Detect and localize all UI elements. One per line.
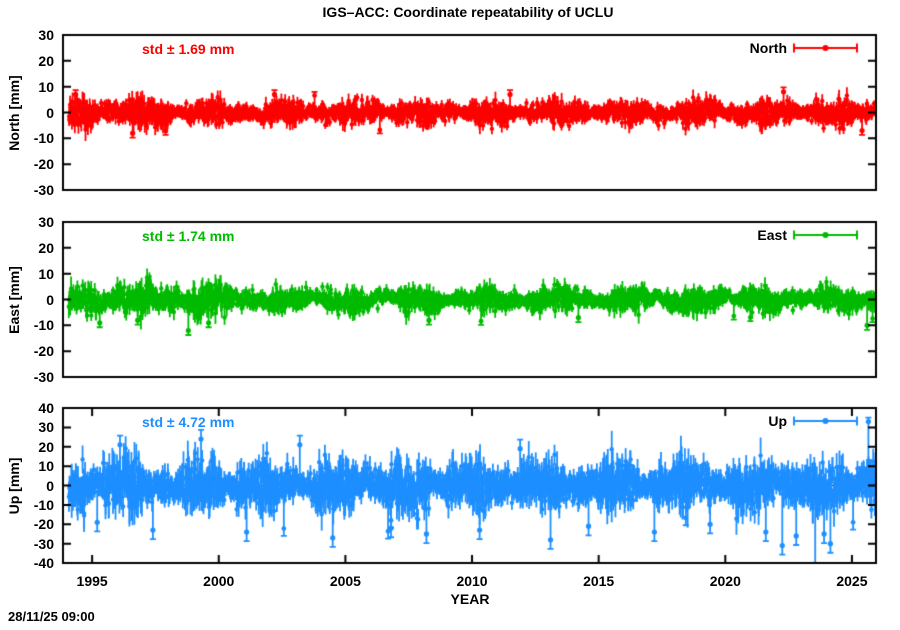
y-tick-label: 30 <box>38 419 54 436</box>
y-tick-label: 0 <box>46 291 54 308</box>
std-annotation-north: std ± 1.69 mm <box>142 41 235 57</box>
x-tick-label: 2025 <box>836 573 868 589</box>
y-tick-label: -10 <box>33 496 54 513</box>
y-tick-label: 10 <box>38 458 54 475</box>
y-tick-label: 10 <box>38 78 54 95</box>
y-tick-label: -10 <box>33 130 54 147</box>
y-tick-label: -20 <box>33 343 54 360</box>
y-tick-label: -20 <box>33 516 54 533</box>
x-axis-label: YEAR <box>450 591 490 607</box>
plot-timestamp: 28/11/25 09:00 <box>8 609 95 624</box>
x-tick-label: 2005 <box>329 573 361 589</box>
x-tick-label: 2020 <box>709 573 741 589</box>
y-tick-label: 40 <box>38 400 54 416</box>
y-tick-label: 0 <box>46 104 54 121</box>
y-tick-label: 0 <box>46 477 54 494</box>
y-axis-label-up: Up [mm] <box>6 457 22 514</box>
y-tick-label: -10 <box>33 317 54 334</box>
std-annotation-east: std ± 1.74 mm <box>142 228 235 244</box>
x-tick-label: 1995 <box>76 573 108 589</box>
y-tick-label: 20 <box>38 239 54 256</box>
y-tick-label: -40 <box>33 555 54 571</box>
y-tick-label: 20 <box>38 52 54 69</box>
y-tick-label: -30 <box>33 535 54 552</box>
y-tick-label: 20 <box>38 438 54 455</box>
y-tick-label: -30 <box>33 182 54 198</box>
std-annotation-up: std ± 4.72 mm <box>142 414 235 430</box>
y-tick-label: 30 <box>38 27 54 43</box>
x-tick-label: 2015 <box>583 573 615 589</box>
legend-label-north: North <box>749 40 787 56</box>
y-tick-label: -20 <box>33 156 54 173</box>
y-tick-label: 30 <box>38 214 54 230</box>
legend-label-east: East <box>757 227 787 243</box>
y-axis-label-north: North [mm] <box>6 74 22 151</box>
y-axis-label-east: East [mm] <box>6 265 22 334</box>
x-tick-label: 2000 <box>203 573 235 589</box>
chart-title: IGS–ACC: Coordinate repeatability of UCL… <box>322 4 614 20</box>
x-tick-label: 2010 <box>456 573 488 589</box>
legend-label-up: Up <box>768 413 787 429</box>
y-tick-label: -30 <box>33 369 54 385</box>
y-tick-label: 10 <box>38 265 54 282</box>
